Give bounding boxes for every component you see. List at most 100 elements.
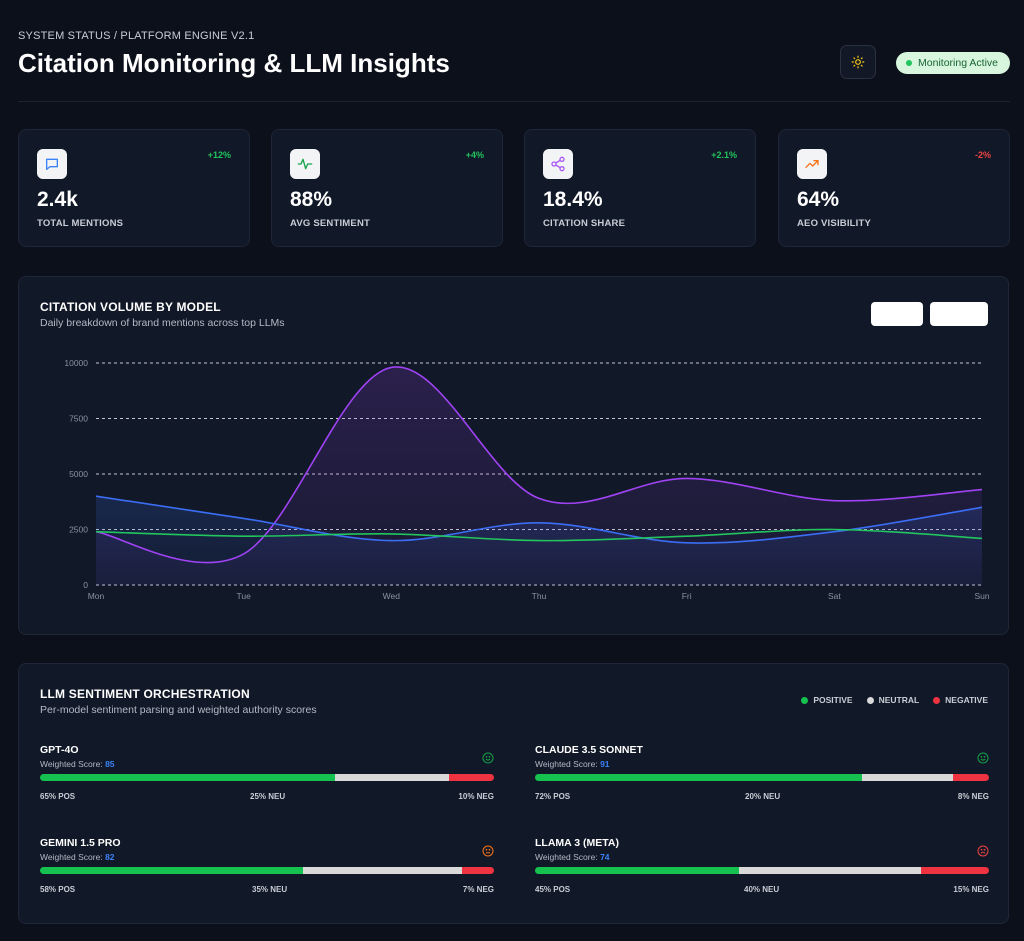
x-tick-label: Tue [236, 591, 251, 601]
neu-label: 20% NEU [745, 792, 781, 801]
bar-negative [952, 774, 989, 781]
sentiment-legend: POSITIVE NEUTRAL NEGATIVE [801, 695, 988, 705]
sentiment-bar [40, 774, 494, 781]
kpi-card-avg-sentiment: +4% 88% AVG SENTIMENT [271, 129, 503, 247]
sentiment-bar [40, 867, 494, 874]
y-tick-label: 10000 [64, 358, 88, 368]
chart-subtitle: Daily breakdown of brand mentions across… [40, 317, 285, 329]
legend-neutral: NEUTRAL [866, 695, 919, 705]
model-score: Weighted Score: 82 [40, 852, 115, 862]
bar-positive [40, 867, 304, 874]
model-score: Weighted Score: 91 [535, 759, 610, 769]
kpi-delta: -2% [974, 150, 991, 160]
kpi-value: 2.4k [37, 188, 78, 211]
smile-icon [482, 752, 494, 764]
chart-range-button-2[interactable] [930, 302, 988, 326]
score-label: Weighted Score: [535, 759, 598, 769]
pos-label: 65% POS [40, 792, 76, 801]
activity-icon [297, 158, 313, 170]
legend-label: POSITIVE [813, 695, 853, 705]
breadcrumb: SYSTEM STATUS / PLATFORM ENGINE V2.1 [18, 30, 255, 42]
bar-negative [462, 867, 494, 874]
neg-label: 8% NEG [957, 792, 989, 801]
kpi-icon-box [797, 149, 827, 179]
kpi-value: 18.4% [543, 188, 603, 211]
neg-label: 15% NEG [953, 885, 989, 894]
model-name: GPT-4O [40, 744, 79, 756]
pos-label: 72% POS [535, 792, 571, 801]
model-claude-3-5-sonnet: CLAUDE 3.5 SONNET Weighted Score: 91 72%… [535, 744, 989, 824]
header-divider [18, 101, 1010, 102]
bar-positive [535, 774, 862, 781]
y-tick-label: 2500 [69, 525, 88, 535]
trending-up-icon [805, 160, 819, 168]
neu-label: 25% NEU [250, 792, 286, 801]
x-tick-label: Fri [682, 591, 692, 601]
status-dot [906, 60, 913, 66]
kpi-value: 88% [290, 188, 333, 211]
series-line [95, 495, 983, 544]
citation-volume-chart: 0 2500 5000 7500 10000 Mon Tue Wed Thu Fri Sat Sun [64, 358, 989, 601]
kpi-icon-box [543, 149, 573, 179]
kpi-icon-box [290, 149, 320, 179]
score-value: 82 [105, 852, 115, 862]
model-name: GEMINI 1.5 PRO [40, 837, 121, 849]
kpi-icon-box [37, 149, 67, 179]
page-header: SYSTEM STATUS / PLATFORM ENGINE V2.1 Cit… [18, 30, 1010, 90]
kpi-card-total-mentions: +12% 2.4k TOTAL MENTIONS [18, 129, 250, 247]
sentiment-title: LLM SENTIMENT ORCHESTRATION [40, 687, 250, 701]
y-tick-label: 0 [83, 580, 88, 590]
score-label: Weighted Score: [40, 852, 103, 862]
model-gpt-4o: GPT-4O Weighted Score: 85 65% POS 25% NE… [40, 744, 494, 824]
frown-icon [977, 845, 989, 857]
bar-neutral [335, 774, 449, 781]
kpi-label: TOTAL MENTIONS [37, 218, 124, 229]
x-tick-label: Wed [383, 591, 401, 601]
kpi-delta: +4% [465, 150, 484, 160]
kpi-card-citation-share: +2.1% 18.4% CITATION SHARE [524, 129, 756, 247]
sun-icon [851, 55, 865, 69]
legend-negative: NEGATIVE [933, 695, 988, 705]
kpi-delta: +12% [207, 150, 231, 160]
bar-positive [40, 774, 336, 781]
score-value: 91 [600, 759, 610, 769]
message-icon [46, 158, 58, 170]
kpi-value: 64% [797, 188, 840, 211]
legend-positive: POSITIVE [801, 695, 853, 705]
y-tick-label: 7500 [69, 414, 88, 424]
sentiment-subtitle: Per-model sentiment parsing and weighted… [40, 704, 317, 716]
bar-negative [920, 867, 989, 874]
pos-label: 45% POS [535, 885, 571, 894]
kpi-label: CITATION SHARE [543, 218, 626, 229]
x-tick-label: Sat [828, 591, 841, 601]
neu-label: 35% NEU [252, 885, 288, 894]
sentiment-panel: LLM SENTIMENT ORCHESTRATION Per-model se… [18, 663, 1009, 924]
legend-dot [801, 696, 809, 704]
score-label: Weighted Score: [40, 759, 103, 769]
model-name: CLAUDE 3.5 SONNET [535, 744, 643, 756]
chart-range-button-1[interactable] [871, 302, 923, 326]
bar-neutral [739, 867, 921, 874]
score-label: Weighted Score: [535, 852, 598, 862]
smile-icon [977, 752, 989, 764]
bar-negative [448, 774, 494, 781]
neg-label: 7% NEG [462, 885, 494, 894]
neutral-face-icon [482, 845, 494, 857]
x-tick-label: Sun [974, 591, 989, 601]
bar-neutral [861, 774, 953, 781]
model-name: LLAMA 3 (META) [535, 837, 619, 849]
status-badge: Monitoring Active [896, 52, 1010, 74]
series-line [95, 528, 983, 542]
chart-title: CITATION VOLUME BY MODEL [40, 300, 221, 314]
kpi-delta: +2.1% [711, 150, 737, 160]
model-score: Weighted Score: 85 [40, 759, 115, 769]
y-tick-label: 5000 [69, 469, 88, 479]
bar-neutral [303, 867, 463, 874]
score-value: 74 [600, 852, 610, 862]
status-label: Monitoring Active [918, 57, 998, 69]
sentiment-bar [535, 867, 989, 874]
model-llama-3-meta: LLAMA 3 (META) Weighted Score: 74 45% PO… [535, 837, 989, 917]
theme-toggle-button[interactable] [840, 45, 876, 79]
share-icon [551, 156, 565, 172]
